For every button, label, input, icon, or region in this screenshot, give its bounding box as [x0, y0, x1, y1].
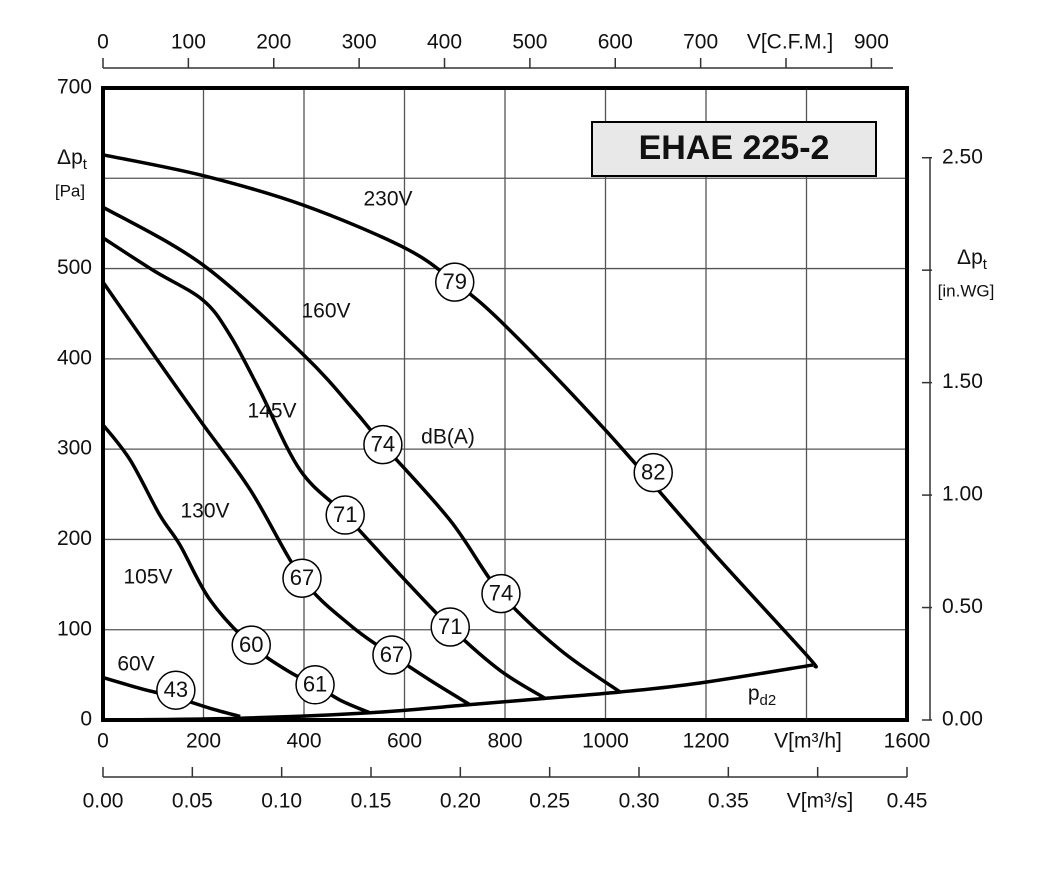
- y-tick-label: 100: [57, 617, 92, 640]
- x3-axis-label: V[m³/s]: [787, 790, 854, 813]
- noise-label: 74: [489, 580, 513, 605]
- y-tick-label: 0: [80, 708, 92, 731]
- series-label: 160V: [301, 300, 350, 323]
- y-axis-label: Δpt: [57, 146, 88, 173]
- noise-label: 43: [164, 677, 188, 702]
- noise-label: 60: [239, 632, 263, 657]
- series-label-main: p: [748, 682, 760, 705]
- noise-label: 67: [380, 642, 404, 667]
- series-label: 105V: [123, 566, 172, 589]
- y-axis-label-main: Δp: [57, 146, 83, 169]
- y2-tick-label: 0.00: [942, 708, 983, 731]
- y2-tick-label: 0.50: [942, 595, 983, 618]
- y-axis-label-sub: t: [83, 156, 88, 173]
- series-line: [102, 153, 818, 669]
- y-tick-label: 400: [57, 346, 92, 369]
- x2-axis-label: V[C.F.M.]: [747, 31, 833, 54]
- noise-marker: [282, 558, 322, 599]
- noise-label: 79: [443, 269, 467, 294]
- x2-tick-label: 500: [512, 31, 547, 54]
- series-label: 145V: [247, 400, 296, 423]
- x3-tick-label: 0.20: [440, 790, 481, 813]
- noise-marker: [363, 424, 403, 465]
- series-label: pd2: [748, 682, 776, 709]
- series-label: 60V: [117, 653, 154, 676]
- x2-tick-label: 900: [854, 31, 889, 54]
- y-tick-label: 500: [57, 256, 92, 279]
- noise-marker: [430, 607, 470, 647]
- y2-axis-label-main: Δp: [957, 246, 983, 269]
- y2-axis-label-sub: t: [983, 256, 988, 273]
- noise-marker: [372, 635, 412, 675]
- series-label-sub: d2: [760, 692, 777, 709]
- noise-marker: [156, 670, 196, 710]
- noise-label: 61: [303, 672, 327, 697]
- series-label: 230V: [363, 188, 412, 211]
- series-label: 130V: [180, 500, 229, 523]
- x-tick-label: 600: [387, 730, 422, 753]
- chart-title: EHAE 225-2: [639, 129, 830, 167]
- x3-tick-label: 0.10: [261, 790, 302, 813]
- series-line: [101, 281, 471, 707]
- y-tick-label: 200: [57, 527, 92, 550]
- x2-tick-label: 400: [427, 31, 462, 54]
- x3-tick-label: 0.45: [887, 790, 928, 813]
- x2-tick-label: 300: [342, 31, 377, 54]
- x2-tick-label: 200: [256, 31, 291, 54]
- y2-axis-unit: [in.WG]: [938, 281, 995, 300]
- y2-tick-label: 1.00: [942, 483, 983, 506]
- x2-tick-label: 600: [598, 31, 633, 54]
- y2-axis-label: Δpt: [957, 246, 988, 273]
- title-box: [591, 121, 877, 177]
- x2-tick-label: 700: [683, 31, 718, 54]
- noise-marker: [481, 573, 521, 614]
- noise-marker: [633, 452, 673, 493]
- x3-tick-label: 0.25: [529, 790, 570, 813]
- noise-label: 82: [641, 459, 665, 484]
- noise-marker: [231, 625, 271, 665]
- y-axis-unit: [Pa]: [55, 181, 85, 200]
- grid: [102, 87, 908, 721]
- noise-label: 67: [290, 565, 314, 590]
- x3-tick-label: 0.30: [619, 790, 660, 813]
- noise-label: 71: [438, 614, 462, 639]
- x3-tick-label: 0.05: [172, 790, 213, 813]
- x-tick-label: 1000: [582, 730, 629, 753]
- noise-label: 74: [371, 431, 395, 456]
- plot-frame: [101, 86, 909, 722]
- noise-label: 71: [333, 502, 357, 527]
- x-axis-label: V[m³/h]: [774, 730, 842, 753]
- x2-tick-label: 100: [171, 31, 206, 54]
- x-tick-label: 800: [487, 730, 522, 753]
- x-tick-label: 200: [186, 730, 221, 753]
- noise-unit: dB(A): [421, 426, 475, 449]
- noise-marker: [435, 262, 475, 302]
- x3-tick-label: 0.35: [708, 790, 749, 813]
- y-tick-label: 300: [57, 437, 92, 460]
- x-tick-label: 1200: [683, 730, 730, 753]
- noise-marker: [295, 665, 335, 705]
- x3-tick-label: 0.00: [83, 790, 124, 813]
- x-tick-label: 400: [286, 730, 321, 753]
- y2-tick-label: 2.50: [942, 145, 983, 168]
- x2-tick-label: 0: [97, 31, 109, 54]
- y2-tick-label: 1.50: [942, 370, 983, 393]
- x-tick-label: 1600: [884, 730, 931, 753]
- noise-marker: [325, 495, 365, 535]
- x-tick-label: 0: [97, 730, 109, 753]
- y-tick-label: 700: [57, 76, 92, 99]
- x3-tick-label: 0.15: [351, 790, 392, 813]
